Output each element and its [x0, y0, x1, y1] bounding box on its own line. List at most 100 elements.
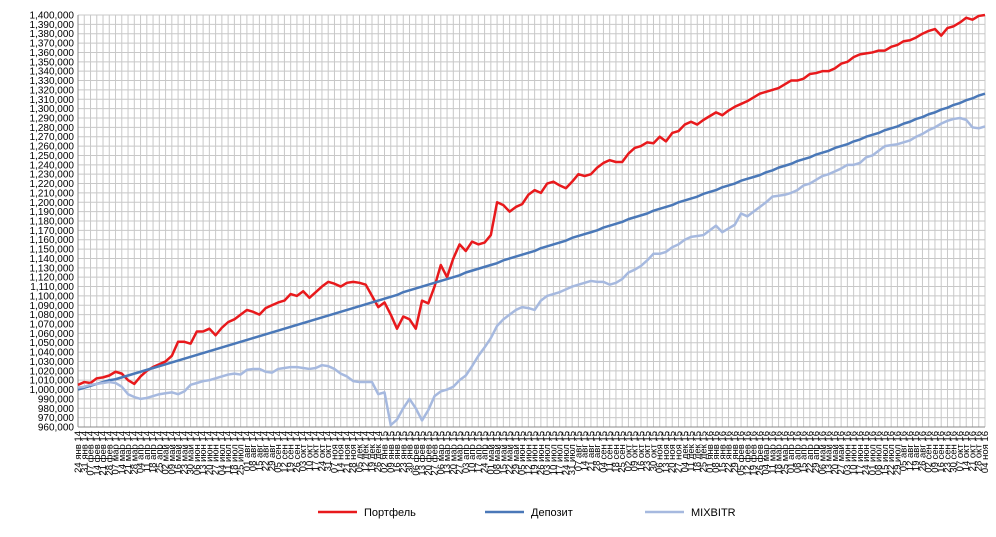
- x-tick-label: 18 апр 14: [148, 431, 159, 473]
- y-tick-label: 1,310,000: [30, 95, 75, 106]
- y-tick-label: 1,180,000: [30, 217, 75, 228]
- x-tick-label: 08 янв 16: [711, 431, 722, 473]
- x-tick-label: 12 июн 15: [523, 431, 534, 475]
- x-tick-label: 27 май 16: [836, 431, 847, 475]
- x-tick-label: 05 июн 15: [517, 431, 528, 475]
- x-tick-label: 19 июн 15: [530, 431, 541, 475]
- y-tick-label: 1,360,000: [30, 48, 75, 59]
- x-tick-label: 26 дек 14: [373, 431, 384, 472]
- x-tick-label: 19 фев 16: [749, 431, 760, 476]
- x-tick-label: 09 окт 15: [630, 431, 641, 471]
- x-tick-label: 30 сен 16: [949, 431, 960, 473]
- x-tick-label: 03 июн 16: [842, 431, 853, 475]
- x-tick-label: 23 янв 15: [398, 431, 409, 473]
- y-tick-label: 1,170,000: [30, 226, 75, 237]
- x-tick-label: 29 май 15: [511, 431, 522, 475]
- x-tick-label: 04 мар 16: [761, 431, 772, 475]
- x-tick-label: 24 июл 15: [561, 431, 572, 475]
- x-tick-label: 18 мар 16: [774, 431, 785, 475]
- x-tick-label: 28 авг 15: [592, 431, 603, 471]
- series-line: [77, 116, 986, 427]
- x-tick-label: 26 сен 14: [292, 431, 303, 473]
- x-tick-label: 07 фев 14: [86, 431, 97, 476]
- x-tick-label: 13 июн 14: [198, 431, 209, 475]
- x-tick-label: 04 сен 15: [598, 431, 609, 473]
- y-tick-label: 1,300,000: [30, 104, 75, 115]
- x-tick-label: 21 авг 15: [586, 431, 597, 471]
- x-tick-label: 05 сен 14: [273, 431, 284, 473]
- x-tick-label: 04 дек 15: [680, 431, 691, 472]
- x-tick-label: 18 июл 14: [229, 431, 240, 475]
- x-tick-label: 08 авг 14: [248, 431, 259, 471]
- x-tick-label: 03 апр 15: [461, 431, 472, 473]
- y-tick-label: 1,110,000: [30, 282, 74, 293]
- x-tick-label: 09 сен 16: [930, 431, 941, 473]
- legend-label: Портфель: [364, 507, 416, 519]
- x-tick-label: 12 фев 16: [742, 431, 753, 476]
- x-tick-label: 02 сен 16: [924, 431, 935, 473]
- y-tick-label: 1,320,000: [30, 85, 75, 96]
- x-tick-label: 18 дек 15: [692, 431, 703, 472]
- x-tick-label: 20 май 16: [830, 431, 841, 475]
- x-tick-label: 10 окт 14: [304, 431, 315, 471]
- x-tick-label: 20 ноя 15: [667, 431, 678, 473]
- x-tick-label: 25 дек 15: [699, 431, 710, 472]
- x-tick-label: 10 апр 15: [467, 431, 478, 473]
- x-tick-label: 24 янв 14: [73, 431, 84, 473]
- y-tick-label: 1,350,000: [30, 57, 75, 68]
- x-tick-label: 09 май 14: [167, 431, 178, 475]
- x-tick-label: 08 апр 16: [792, 431, 803, 473]
- x-tick-label: 28 ноя 14: [348, 431, 359, 473]
- x-tick-label: 25 сен 15: [617, 431, 628, 473]
- x-tick-label: 23 май 14: [179, 431, 190, 475]
- x-tick-label: 01 авг 14: [242, 431, 253, 471]
- x-tick-label: 30 окт 15: [648, 431, 659, 471]
- x-tick-label: 24 окт 14: [317, 431, 328, 471]
- x-tick-label: 22 май 15: [505, 431, 516, 475]
- x-tick-label: 25 апр 14: [154, 431, 165, 473]
- x-tick-label: 04 апр 14: [136, 431, 147, 473]
- x-tick-label: 21 окт 16: [967, 431, 978, 471]
- x-tick-label: 15 апр 16: [799, 431, 810, 473]
- x-tick-label: 04 ноя 16: [980, 431, 991, 473]
- x-tick-label: 16 окт 15: [636, 431, 647, 471]
- y-tick-label: 1,290,000: [30, 114, 75, 125]
- y-tick-label: 970,000: [38, 413, 75, 424]
- y-tick-label: 1,200,000: [30, 198, 75, 209]
- x-tick-label: 19 сен 14: [286, 431, 297, 473]
- y-tick-label: 1,190,000: [30, 207, 75, 218]
- x-tick-label: 21 фев 14: [98, 431, 109, 476]
- y-tick-label: 1,340,000: [30, 67, 75, 78]
- x-tick-label: 31 окт 14: [323, 431, 334, 471]
- x-tick-label: 26 авг 16: [917, 431, 928, 471]
- x-tick-label: 24 апр 15: [480, 431, 491, 473]
- x-tick-label: 12 сен 14: [279, 431, 290, 473]
- x-tick-label: 02 янв 15: [380, 431, 391, 473]
- x-tick-label: 22 июл 16: [886, 431, 897, 475]
- x-tick-label: 10 июл 15: [548, 431, 559, 475]
- x-tick-label: 01 май 15: [486, 431, 497, 475]
- x-tick-label: 11 июл 14: [223, 431, 234, 474]
- y-tick-label: 1,090,000: [30, 301, 75, 312]
- series-line: [77, 13, 986, 387]
- x-tick-label: 14 фев 14: [92, 431, 103, 476]
- x-tick-label: 04 июл 14: [217, 431, 228, 475]
- y-tick-label: 1,270,000: [30, 132, 75, 143]
- x-tick-label: 16 сен 16: [936, 431, 947, 473]
- x-tick-label: 29 янв 16: [730, 431, 741, 473]
- x-tick-label: 21 мар 14: [123, 431, 134, 475]
- x-tick-label: 22 янв 16: [724, 431, 735, 473]
- y-tick-label: 1,050,000: [30, 338, 75, 349]
- x-tick-label: 05 фев 16: [736, 431, 747, 476]
- y-tick-label: 1,080,000: [30, 310, 75, 321]
- y-tick-label: 1,380,000: [30, 29, 75, 40]
- x-tick-label: 07 окт 16: [955, 431, 966, 471]
- y-tick-label: 1,060,000: [30, 329, 75, 340]
- x-tick-label: 06 ноя 15: [655, 431, 666, 473]
- x-tick-label: 18 сен 15: [611, 431, 622, 473]
- legend-label: Депозит: [531, 507, 573, 519]
- y-tick-label: 1,030,000: [30, 357, 75, 368]
- y-tick-label: 1,220,000: [30, 179, 75, 190]
- y-tick-label: 1,130,000: [30, 263, 75, 274]
